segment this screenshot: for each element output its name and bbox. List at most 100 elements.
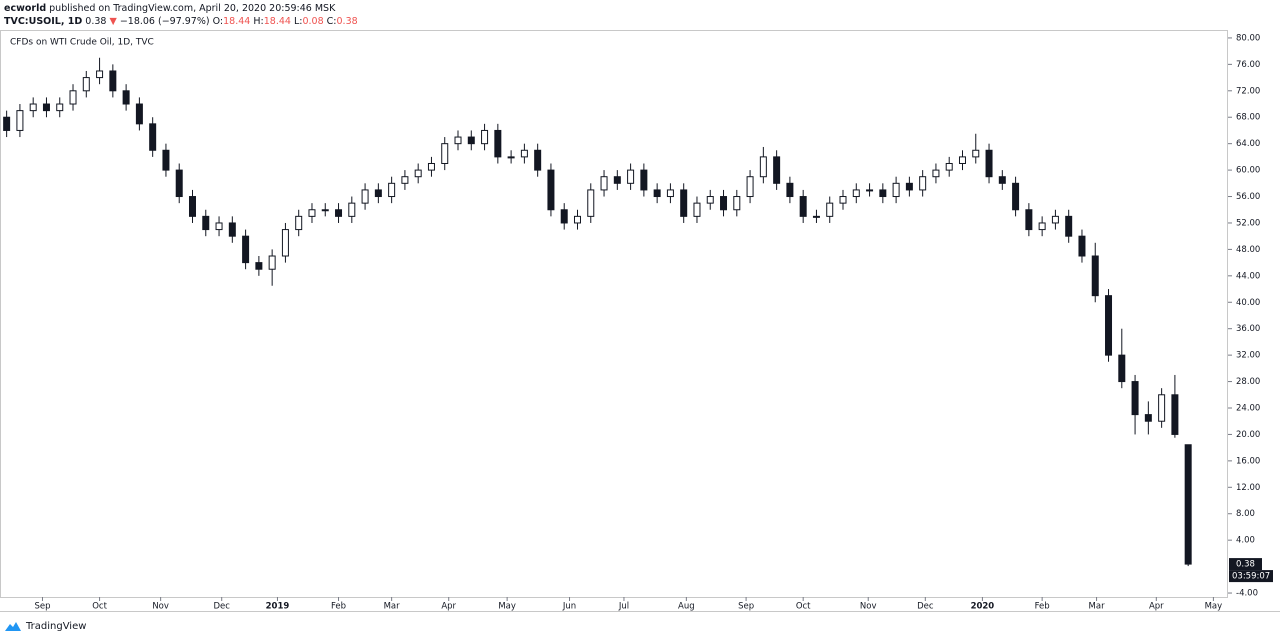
footer: TradingView [4, 620, 86, 632]
candle-body [414, 169, 422, 178]
candle-body [507, 156, 515, 159]
candle-body [852, 189, 860, 198]
candle-body [96, 70, 104, 79]
x-tick-label: Nov [860, 602, 877, 612]
candle-body [547, 169, 555, 211]
y-tick-label: 20.00 [1236, 430, 1260, 440]
y-tick-label: 68.00 [1236, 113, 1260, 123]
candle-body [1078, 235, 1086, 257]
candle-body [613, 176, 621, 184]
last: 0.38 [85, 16, 107, 27]
price-tag-label: 0.38 [1236, 560, 1255, 570]
symbol-line: TVC:USOIL, 1D 0.38 ▼ −18.06 (−97.97%) O:… [4, 15, 358, 28]
logo [5, 622, 21, 631]
y-tick-label: 24.00 [1236, 404, 1260, 414]
candle-body [69, 90, 77, 105]
candle-body [985, 149, 993, 178]
candle-body [401, 176, 409, 184]
candle-body [759, 156, 767, 178]
y-tick-label: 48.00 [1236, 245, 1260, 255]
y-tick-label: 4.00 [1236, 536, 1255, 546]
candle-body [242, 235, 250, 264]
candle-body [1025, 209, 1033, 231]
y-tick-label: 8.00 [1236, 509, 1255, 519]
candle-body [361, 189, 369, 204]
x-tick-label: Sep [738, 602, 754, 612]
candle-body [228, 222, 236, 237]
header: ecworld published on TradingView.com, Ap… [4, 2, 358, 28]
candle-body [1038, 222, 1046, 231]
candle-body [905, 182, 913, 191]
candle-body [746, 176, 754, 198]
candle-body [945, 162, 953, 171]
plot-frame [0, 30, 1228, 598]
candle-body [441, 143, 449, 164]
candle-body [799, 196, 807, 217]
candle-body [454, 136, 462, 145]
published: published on TradingView.com, April 20, … [49, 3, 336, 14]
candle-body [839, 196, 847, 204]
candle-body [321, 209, 329, 212]
candle-body [879, 189, 887, 198]
candle-body [109, 70, 117, 92]
candle-body [388, 182, 396, 198]
candle-body [56, 103, 64, 112]
candle-body [29, 103, 37, 112]
x-tick-label: May [1205, 602, 1223, 612]
candle-body [122, 90, 130, 105]
x-tick-label: Dec [213, 602, 230, 612]
candle-body [600, 176, 608, 191]
candle-body [149, 123, 157, 151]
candle-body [202, 215, 210, 231]
ohlc-label: C: [326, 16, 337, 27]
x-tick-label: Feb [331, 602, 346, 612]
candle-body [481, 129, 489, 145]
candle-body [16, 110, 24, 131]
candle-body [1158, 394, 1166, 422]
ohlc-label: L: [293, 16, 303, 27]
candle-body [1184, 444, 1192, 565]
candle-body [308, 209, 316, 217]
y-tick-label: -4.00 [1236, 589, 1258, 599]
candle-body [1118, 354, 1126, 383]
x-tick-label: Jun [562, 602, 576, 612]
y-tick-label: 36.00 [1236, 324, 1260, 334]
candle-body [680, 189, 688, 217]
candle-body [733, 196, 741, 211]
candle-body [666, 189, 674, 198]
y-tick-label: 60.00 [1236, 166, 1260, 176]
candle-body [82, 77, 90, 92]
candle-body [1105, 295, 1113, 356]
candle-body [467, 136, 475, 145]
countdown-tag [1229, 570, 1273, 583]
candle-body [958, 156, 966, 164]
arrow: ▼ [109, 16, 117, 27]
y-tick-label: 64.00 [1236, 139, 1260, 149]
candle-body [706, 196, 714, 204]
x-tick-label: 2020 [971, 602, 995, 612]
x-tick-label: Mar [384, 602, 401, 612]
candle-body [560, 209, 568, 224]
x-tick-label: Oct [92, 602, 107, 612]
candle-body [255, 262, 263, 270]
x-tick-label: Apr [441, 602, 456, 612]
candle-body [919, 176, 927, 191]
candle-body [1171, 394, 1179, 435]
symbol: TVC:USOIL, 1D [4, 16, 83, 27]
candle-body [374, 189, 382, 198]
x-tick-label: Sep [34, 602, 50, 612]
x-tick-label: 2019 [266, 602, 290, 612]
candle-body [972, 149, 980, 158]
candle-body [573, 215, 581, 224]
y-tick-label: 72.00 [1236, 86, 1260, 96]
candle-body [1144, 414, 1152, 422]
y-tick-label: 32.00 [1236, 351, 1260, 361]
ohlc-value: 0.38 [336, 16, 358, 27]
y-tick-label: 76.00 [1236, 60, 1260, 70]
x-tick-label: Nov [152, 602, 169, 612]
x-tick-label: Feb [1035, 602, 1050, 612]
brand: TradingView [26, 620, 87, 632]
ohlc-label: O: [212, 16, 224, 27]
